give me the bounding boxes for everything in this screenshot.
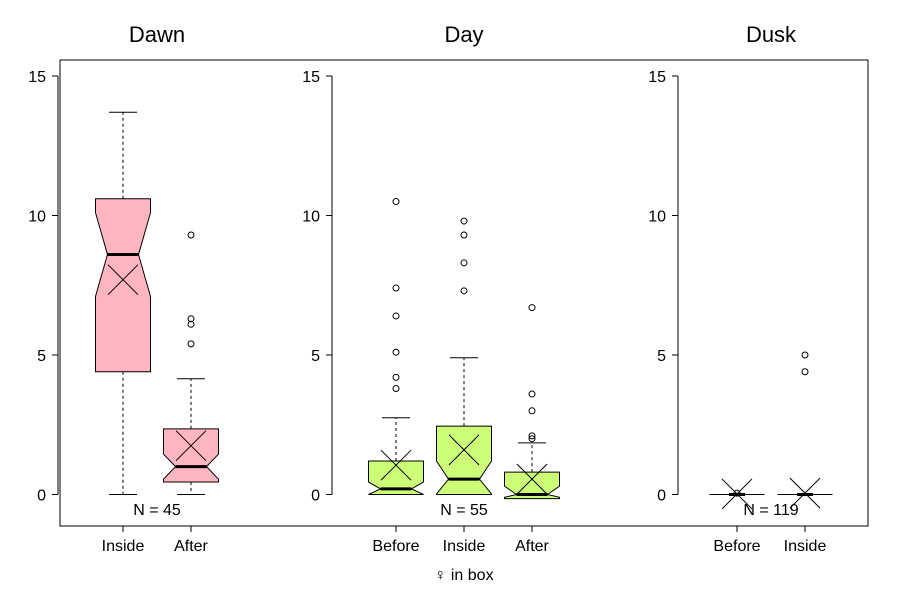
- x-tick-label-day-inside: Inside: [443, 538, 486, 555]
- outlier-day-after-4: [528, 304, 536, 312]
- box-day-before: [368, 460, 424, 495]
- mean-marker-day-after: [516, 463, 548, 495]
- outlier-day-after-3: [528, 390, 536, 398]
- x-tick-label-dawn-inside: Inside: [102, 538, 145, 555]
- mean-marker-dusk-inside: [789, 477, 821, 509]
- outlier-dusk-inside-0: [801, 368, 809, 376]
- outlier-day-inside-1: [460, 259, 468, 267]
- y-tick-label-day-15: 15: [302, 69, 320, 86]
- outlier-day-inside-3: [460, 217, 468, 225]
- panel-title-dawn: Dawn: [129, 22, 185, 47]
- n-label-day: N = 55: [440, 502, 488, 519]
- box-dawn-after: [163, 428, 219, 483]
- box-dawn-inside: [95, 198, 151, 373]
- x-tick-label-dawn-after: After: [174, 538, 208, 555]
- y-tick-label-dawn-0: 0: [37, 488, 46, 505]
- y-tick-label-dusk-10: 10: [648, 209, 666, 226]
- outlier-dawn-after-0: [187, 340, 195, 348]
- box-day-after: [504, 471, 560, 500]
- outlier-day-inside-0: [460, 287, 468, 295]
- x-tick-label-day-before: Before: [372, 538, 419, 555]
- outlier-day-after-0: [528, 435, 536, 443]
- outlier-day-before-4: [392, 284, 400, 292]
- outlier-dusk-inside-1: [801, 351, 809, 359]
- mean-marker-day-inside: [448, 434, 480, 466]
- outlier-day-after-2: [528, 407, 536, 415]
- n-label-dusk: N = 119: [743, 502, 798, 519]
- outlier-day-before-3: [392, 312, 400, 320]
- mean-marker-dawn-after: [175, 430, 207, 462]
- y-tick-label-dawn-5: 5: [37, 348, 46, 365]
- y-tick-label-dusk-0: 0: [657, 488, 666, 505]
- outlier-dawn-after-3: [187, 231, 195, 239]
- x-tick-label-dusk-inside: Inside: [784, 538, 827, 555]
- y-tick-label-day-10: 10: [302, 209, 320, 226]
- outlier-day-before-1: [392, 373, 400, 381]
- panel-title-day: Day: [444, 22, 483, 47]
- x-tick-label-dusk-before: Before: [713, 538, 760, 555]
- x-axis-label: ♀ in box: [434, 567, 493, 584]
- outlier-day-before-5: [392, 198, 400, 206]
- mean-marker-day-before: [380, 449, 412, 481]
- mean-marker-dawn-inside: [107, 264, 139, 296]
- mean-marker-dusk-before: [721, 478, 753, 510]
- y-tick-label-dusk-15: 15: [648, 69, 666, 86]
- outlier-dawn-after-2: [187, 315, 195, 323]
- outlier-day-before-0: [392, 384, 400, 392]
- outlier-day-before-2: [392, 348, 400, 356]
- box-day-inside: [436, 425, 492, 495]
- panel-title-dusk: Dusk: [746, 22, 797, 47]
- y-tick-label-day-5: 5: [311, 348, 320, 365]
- x-tick-label-day-after: After: [515, 538, 549, 555]
- y-tick-label-dusk-5: 5: [657, 348, 666, 365]
- outlier-dusk-before-0: [733, 489, 741, 497]
- y-tick-label-dawn-10: 10: [28, 209, 46, 226]
- y-tick-label-day-0: 0: [311, 488, 320, 505]
- outlier-day-inside-2: [460, 231, 468, 239]
- outlier-day-after-1: [528, 432, 536, 440]
- n-label-dawn: N = 45: [133, 502, 181, 519]
- y-tick-label-dawn-15: 15: [28, 69, 46, 86]
